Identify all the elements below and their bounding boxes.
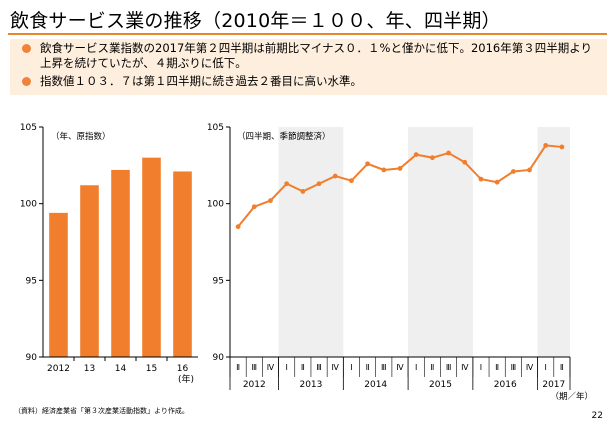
quarter-label: Ⅲ bbox=[381, 363, 387, 372]
chart-annotation: （年、原指数） bbox=[51, 131, 111, 142]
year-band bbox=[408, 127, 473, 357]
summary-bullet-text: 指数値１０３．７は第１四半期に続き過去２番目に高い水準。 bbox=[40, 74, 362, 88]
bar bbox=[111, 169, 130, 357]
quarter-label: Ⅲ bbox=[511, 363, 517, 372]
bar bbox=[49, 212, 68, 357]
data-point bbox=[446, 150, 451, 156]
quarter-label: Ⅲ bbox=[316, 363, 322, 372]
year-band bbox=[537, 127, 570, 357]
data-point bbox=[510, 169, 516, 174]
data-point bbox=[429, 155, 435, 161]
chart-annotation: （四半期、季節調整済） bbox=[237, 131, 331, 142]
year-label: 2013 bbox=[299, 380, 322, 390]
quarter-label: Ⅲ bbox=[252, 363, 258, 372]
year-band bbox=[278, 127, 344, 357]
quarter-label: Ⅱ bbox=[560, 363, 564, 372]
summary-bullet: 指数値１０３．７は第１四半期に続き過去２番目に高い水準。 bbox=[16, 74, 601, 89]
data-point bbox=[559, 144, 565, 150]
data-point bbox=[300, 189, 306, 194]
x-unit-label: （期／年） bbox=[550, 391, 593, 402]
y-tick-label: 100 bbox=[207, 200, 224, 210]
x-tick-label: 13 bbox=[84, 364, 95, 374]
data-point bbox=[381, 167, 387, 173]
quarter-label: Ⅳ bbox=[461, 363, 469, 372]
title-underline bbox=[8, 33, 607, 35]
quarter-label: Ⅳ bbox=[332, 363, 340, 372]
x-tick-label: 14 bbox=[115, 364, 127, 374]
summary-bullet-text: 飲食サービス業指数の2017年第２四半期は前期比マイナス０．１%と僅かに低下。2… bbox=[40, 41, 592, 70]
quarter-label: Ⅰ bbox=[285, 363, 287, 372]
x-tick-label: 16 bbox=[177, 364, 189, 374]
data-point bbox=[413, 152, 419, 158]
quarter-label: Ⅰ bbox=[545, 363, 547, 372]
data-point bbox=[397, 166, 403, 171]
y-tick-label: 105 bbox=[20, 123, 37, 133]
year-label: 2017 bbox=[542, 380, 565, 390]
data-point bbox=[284, 181, 290, 187]
quarter-label: Ⅳ bbox=[526, 363, 534, 372]
year-label: 2015 bbox=[429, 380, 452, 390]
quarter-label: Ⅳ bbox=[396, 363, 404, 372]
quarter-label: Ⅱ bbox=[430, 363, 434, 372]
quarter-label: Ⅰ bbox=[350, 363, 352, 372]
quarter-label: Ⅱ bbox=[495, 363, 499, 372]
y-tick-label: 90 bbox=[213, 353, 225, 363]
x-unit-label: (年) bbox=[178, 373, 194, 385]
data-point bbox=[478, 176, 484, 182]
data-point bbox=[365, 161, 371, 167]
data-point bbox=[527, 167, 532, 173]
data-point bbox=[462, 159, 468, 165]
y-tick-label: 100 bbox=[20, 200, 37, 210]
quarter-label: Ⅱ bbox=[236, 363, 240, 372]
quarter-label: Ⅱ bbox=[301, 363, 305, 372]
year-label: 2014 bbox=[364, 380, 387, 390]
summary-bullet: 飲食サービス業指数の2017年第２四半期は前期比マイナス０．１%と僅かに低下。2… bbox=[16, 41, 601, 71]
year-label: 2016 bbox=[494, 380, 517, 390]
bar bbox=[80, 185, 99, 357]
quarter-label: Ⅲ bbox=[446, 363, 452, 372]
data-point bbox=[235, 224, 241, 230]
quarter-label: Ⅰ bbox=[480, 363, 482, 372]
y-tick-label: 90 bbox=[26, 353, 38, 363]
data-point bbox=[251, 204, 257, 210]
year-label: 2012 bbox=[243, 380, 266, 390]
quarter-label: Ⅱ bbox=[366, 363, 370, 372]
data-point bbox=[543, 143, 549, 148]
summary-box: 飲食サービス業指数の2017年第２四半期は前期比マイナス０．１%と僅かに低下。2… bbox=[10, 39, 607, 95]
bullet-dot-icon bbox=[22, 77, 31, 86]
page-number: 22 bbox=[591, 411, 603, 421]
data-point bbox=[332, 173, 338, 179]
data-point bbox=[349, 178, 354, 184]
y-tick-label: 95 bbox=[26, 276, 37, 286]
y-tick-label: 105 bbox=[207, 123, 224, 133]
bullet-dot-icon bbox=[22, 44, 31, 53]
data-point bbox=[494, 179, 500, 185]
data-point bbox=[268, 198, 273, 204]
x-tick-label: 15 bbox=[146, 364, 157, 374]
bar bbox=[142, 157, 161, 357]
page-title: 飲食サービス業の推移（2010年＝１００、年、四半期） bbox=[10, 10, 501, 32]
source-note: （資料）経済産業省「第３次産業活動指数」より作成。 bbox=[14, 407, 189, 415]
quarter-label: Ⅳ bbox=[267, 363, 275, 372]
y-tick-label: 95 bbox=[213, 276, 224, 286]
x-tick-label: 2012 bbox=[47, 364, 70, 374]
bar bbox=[173, 171, 192, 357]
quarter-label: Ⅰ bbox=[415, 363, 417, 372]
data-point bbox=[316, 181, 322, 187]
